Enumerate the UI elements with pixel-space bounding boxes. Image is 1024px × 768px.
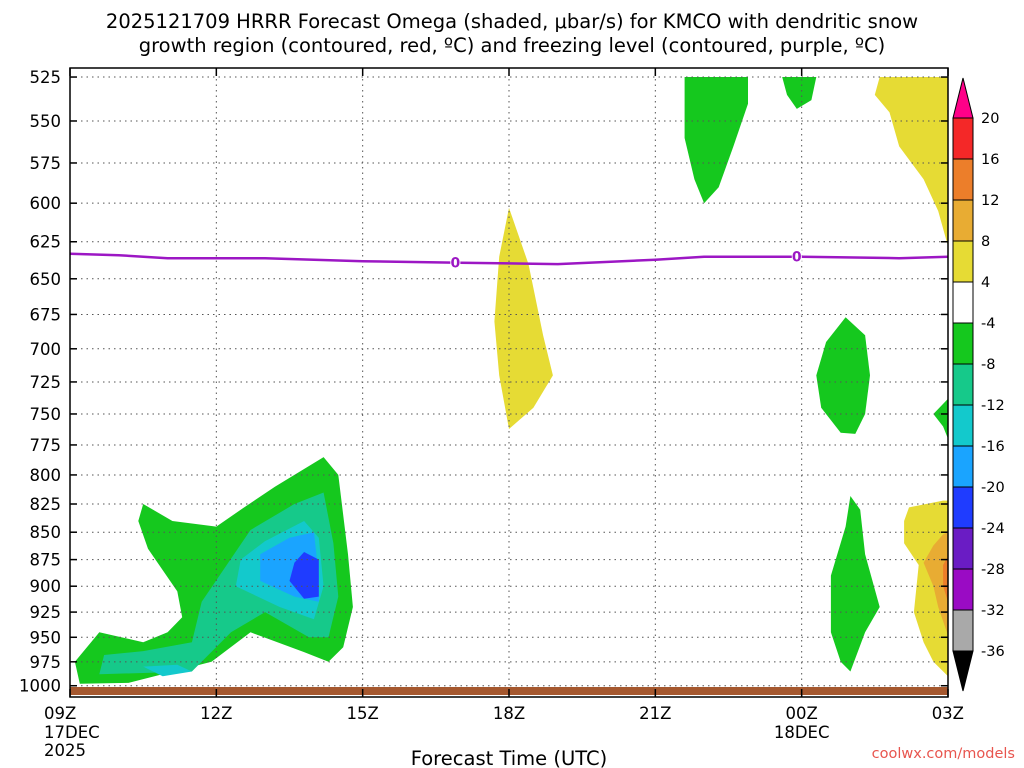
y-tick-label: 675 (30, 305, 62, 324)
colorbar-label: -28 (981, 562, 1005, 578)
y-tick-label: 900 (30, 577, 62, 596)
colorbar-label: -16 (981, 439, 1005, 455)
omega-region-green-00z-lower (830, 496, 880, 672)
x-tick-label: 12Z (200, 704, 232, 723)
x-tick-label: 21Z (639, 704, 671, 723)
colorbar-segment (952, 199, 974, 242)
colorbar-label: 16 (981, 152, 999, 168)
colorbar-label: 4 (981, 275, 990, 291)
y-tick-label: 600 (30, 194, 62, 213)
y-tick-label: 725 (30, 373, 62, 392)
y-axis: 525 550 575 600 625 650 675 700 725 750 775 800 825 8… (19, 68, 948, 696)
x-tick-date: 17DEC (44, 723, 100, 742)
colorbar-label: -4 (981, 316, 995, 332)
x-tick-label: 15Z (347, 704, 379, 723)
omega-region-green-top-15z (782, 77, 817, 109)
colorbar-segment (952, 568, 974, 611)
x-tick-date: 18DEC (774, 723, 830, 742)
colorbar-segment (952, 609, 974, 652)
x-tick-label: 00Z (786, 704, 818, 723)
y-tick-label: 550 (30, 112, 62, 131)
x-tick-label: 18Z (493, 704, 525, 723)
x-tick-label: 09Z (44, 704, 76, 723)
omega-region-green-top-22z (684, 77, 748, 204)
y-tick-label: 650 (30, 270, 62, 289)
colorbar-label: 8 (981, 234, 990, 250)
colorbar-label: -20 (981, 480, 1005, 496)
y-tick-label: 700 (30, 340, 62, 359)
colorbar-arrow-bottom (952, 650, 974, 692)
colorbar-segment (952, 404, 974, 447)
colorbar-segment (952, 240, 974, 283)
omega-region-orange-bottom-right (943, 556, 948, 602)
y-tick-label: 625 (30, 233, 62, 252)
colorbar-segment (952, 527, 974, 570)
colorbar-arrow-top (952, 77, 974, 119)
x-tick-year: 2025 (44, 741, 86, 760)
x-axis-label: Forecast Time (UTC) (411, 747, 608, 768)
grid (70, 68, 948, 697)
colorbar-segment (952, 281, 974, 324)
y-tick-label: 850 (30, 523, 62, 542)
colorbar-segment (952, 117, 974, 160)
colorbar: 20 16 12 8 4 -4 -8 -12 -16 -20 -24 -28 -32 -36 (952, 77, 1005, 692)
omega-region-green-right-edge-upper (933, 398, 948, 439)
omega-region-green-mid-16z (816, 317, 870, 434)
y-tick-label: 750 (30, 405, 62, 424)
y-tick-label: 525 (30, 68, 62, 87)
colorbar-label: 12 (981, 193, 999, 209)
x-tick-label: 03Z (932, 704, 964, 723)
y-tick-label: 875 (30, 551, 62, 570)
freezing-level-label: 0 (450, 256, 460, 272)
y-tick-label: 825 (30, 495, 62, 514)
y-tick-label: 1000 (19, 677, 61, 696)
colorbar-label: -12 (981, 398, 1005, 414)
colorbar-segment (952, 158, 974, 201)
omega-region-yellow-top-right (874, 77, 948, 247)
y-tick-label: 800 (30, 466, 62, 485)
y-tick-label: 950 (30, 628, 62, 647)
omega-shading (74, 77, 948, 684)
freezing-level-label: 0 (792, 250, 802, 266)
colorbar-label: 20 (981, 111, 999, 127)
y-tick-label: 775 (30, 436, 62, 455)
y-tick-label: 575 (30, 154, 62, 173)
colorbar-segment (952, 363, 974, 406)
omega-region-darkblue-core (289, 552, 319, 599)
freezing-label-bg (450, 254, 461, 270)
freezing-level-line (69, 252, 949, 266)
freezing-label-bg (791, 248, 802, 264)
colorbar-segment (952, 486, 974, 529)
colorbar-segment (952, 322, 974, 365)
colorbar-label: -24 (981, 521, 1005, 537)
chart-title-line1: 2025121709 HRRR Forecast Omega (shaded, … (106, 10, 918, 33)
omega-region-yellow-18z (494, 207, 553, 429)
credit-text: coolwx.com/models (872, 746, 1015, 762)
y-tick-label: 925 (30, 603, 62, 622)
chart-title-line2: growth region (contoured, red, ºC) and f… (139, 34, 886, 57)
omega-region-cyan-low-left (143, 664, 192, 677)
colorbar-label: -36 (981, 644, 1005, 660)
colorbar-label: -32 (981, 603, 1005, 619)
colorbar-segment (952, 445, 974, 488)
omega-region-gold-bottom-right (923, 532, 948, 636)
colorbar-label: -8 (981, 357, 995, 373)
y-tick-label: 975 (30, 653, 62, 672)
